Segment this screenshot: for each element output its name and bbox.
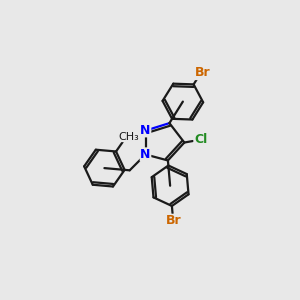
Text: Br: Br	[194, 67, 210, 80]
Text: N: N	[140, 124, 151, 137]
Text: Br: Br	[166, 214, 181, 227]
Text: CH₃: CH₃	[118, 132, 139, 142]
Text: N: N	[140, 148, 151, 161]
Text: Cl: Cl	[194, 133, 207, 146]
